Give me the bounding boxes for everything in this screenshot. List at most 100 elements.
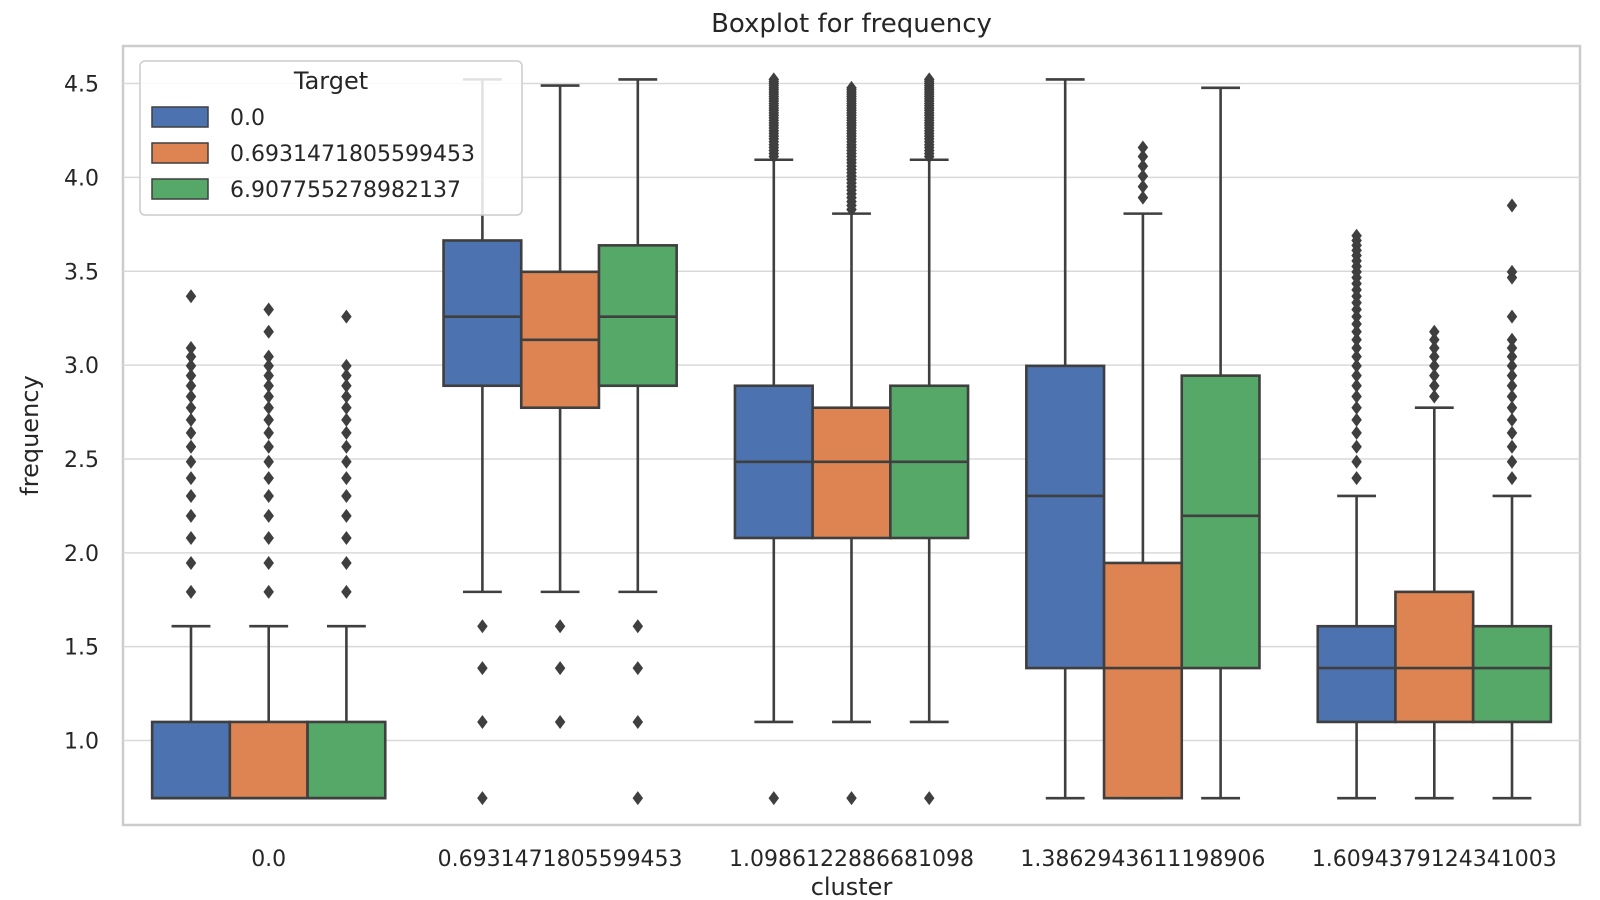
outlier-point bbox=[1429, 332, 1440, 347]
legend-entry: 0.6931471805599453 bbox=[151, 142, 475, 167]
outlier-point bbox=[185, 289, 197, 304]
outlier-point bbox=[1351, 412, 1362, 427]
outlier-point bbox=[1506, 198, 1518, 213]
box-rect bbox=[811, 406, 892, 540]
box-0.6931471805599453-cluster-1.0986122886681098 bbox=[811, 80, 892, 806]
outlier-point bbox=[1506, 412, 1518, 427]
outlier-point bbox=[768, 791, 780, 806]
outlier-point bbox=[263, 530, 274, 545]
outlier-point bbox=[1429, 389, 1440, 404]
outlier-point bbox=[341, 530, 352, 545]
outlier-point bbox=[1351, 309, 1362, 324]
outlier-point bbox=[263, 358, 274, 373]
outlier-point bbox=[1351, 425, 1362, 440]
box-rect bbox=[442, 239, 523, 388]
outlier-point bbox=[185, 412, 197, 427]
legend-label: 6.907755278982137 bbox=[230, 178, 461, 203]
box-0.6931471805599453-cluster-0.0 bbox=[228, 302, 309, 800]
outlier-point bbox=[185, 488, 197, 503]
legend: Target 0.0 0.6931471805599453 6.9077552789… bbox=[139, 60, 523, 216]
outlier-point bbox=[1137, 140, 1149, 155]
outlier-point bbox=[477, 661, 488, 676]
outlier-point bbox=[341, 508, 352, 523]
box-rect bbox=[306, 720, 387, 800]
box-0.0-cluster-0.0 bbox=[150, 289, 232, 800]
y-tick-label: 2.0 bbox=[64, 542, 99, 567]
outlier-point bbox=[1137, 169, 1149, 184]
outlier-point bbox=[1351, 400, 1362, 415]
box-rect bbox=[1180, 374, 1261, 670]
outlier-point bbox=[1351, 439, 1362, 454]
outlier-point bbox=[341, 389, 352, 404]
x-tick-label: 0.0 bbox=[251, 847, 286, 872]
outlier-point bbox=[341, 555, 352, 570]
outlier-point bbox=[263, 508, 274, 523]
outlier-point bbox=[185, 349, 197, 364]
outlier-point bbox=[341, 439, 352, 454]
legend-label: 0.0 bbox=[230, 106, 265, 131]
outlier-point bbox=[1429, 349, 1440, 364]
box-0.0-cluster-1.0986122886681098 bbox=[733, 72, 814, 806]
outlier-point bbox=[846, 791, 857, 806]
legend-frame bbox=[139, 60, 523, 216]
x-axis-label: cluster bbox=[811, 873, 893, 900]
outlier-point bbox=[341, 471, 352, 486]
outlier-point bbox=[554, 661, 566, 676]
outlier-point bbox=[263, 488, 274, 503]
outlier-point bbox=[341, 488, 352, 503]
legend-swatch bbox=[151, 106, 209, 128]
box-0.6931471805599453-cluster-1.3862943611198906 bbox=[1102, 140, 1184, 800]
y-axis-label: frequency bbox=[16, 375, 44, 495]
outlier-point bbox=[554, 714, 566, 729]
outlier-point bbox=[846, 80, 857, 95]
outlier-point bbox=[1506, 264, 1518, 279]
box-rect bbox=[1102, 561, 1184, 800]
outlier-point bbox=[263, 400, 274, 415]
box-rect bbox=[1025, 364, 1106, 670]
x-tick-label: 0.6931471805599453 bbox=[438, 847, 683, 872]
y-axis-ticks: 1.0 1.5 2.0 2.5 3.0 3.5 4.0 4.5 bbox=[64, 73, 99, 755]
outlier-point bbox=[477, 791, 488, 806]
box-rect bbox=[228, 720, 309, 800]
box-0.0-cluster-0.6931471805599453 bbox=[442, 78, 523, 806]
outlier-point bbox=[185, 378, 197, 393]
box-rect bbox=[1394, 590, 1475, 724]
outlier-point bbox=[1506, 425, 1518, 440]
x-tick-label: 1.3862943611198906 bbox=[1020, 847, 1265, 872]
outlier-point bbox=[1351, 341, 1362, 356]
box-0.0-cluster-1.6094379124341003 bbox=[1316, 228, 1397, 800]
outlier-point bbox=[1351, 378, 1362, 393]
outlier-point bbox=[1351, 316, 1362, 331]
outlier-point bbox=[185, 368, 197, 383]
outlier-point bbox=[1506, 439, 1518, 454]
outlier-point bbox=[185, 555, 197, 570]
legend-label: 0.6931471805599453 bbox=[230, 142, 475, 167]
outlier-point bbox=[1351, 358, 1362, 373]
x-tick-label: 1.6094379124341003 bbox=[1312, 847, 1557, 872]
outlier-point bbox=[341, 378, 352, 393]
outlier-point bbox=[1506, 400, 1518, 415]
outlier-point bbox=[263, 584, 274, 599]
outlier-point bbox=[1506, 471, 1518, 486]
outlier-point bbox=[185, 584, 197, 599]
box-rect bbox=[1471, 624, 1553, 724]
outlier-point bbox=[1506, 349, 1518, 364]
outlier-point bbox=[263, 349, 274, 364]
outlier-point bbox=[1429, 368, 1440, 383]
box-rect bbox=[150, 720, 232, 800]
outlier-point bbox=[632, 619, 644, 634]
outlier-point bbox=[263, 425, 274, 440]
legend-entries: 0.0 0.6931471805599453 6.907755278982137 bbox=[151, 106, 475, 203]
outlier-point bbox=[554, 619, 566, 634]
outlier-point bbox=[1351, 324, 1362, 339]
outlier-point bbox=[263, 412, 274, 427]
outlier-point bbox=[1351, 454, 1362, 469]
box-0.6931471805599453-cluster-0.6931471805599453 bbox=[519, 84, 601, 729]
outlier-point bbox=[1429, 324, 1440, 339]
outlier-point bbox=[1137, 149, 1149, 164]
box-0.6931471805599453-cluster-1.6094379124341003 bbox=[1394, 324, 1475, 800]
outlier-point bbox=[341, 400, 352, 415]
outlier-point bbox=[185, 389, 197, 404]
outlier-point bbox=[263, 454, 274, 469]
